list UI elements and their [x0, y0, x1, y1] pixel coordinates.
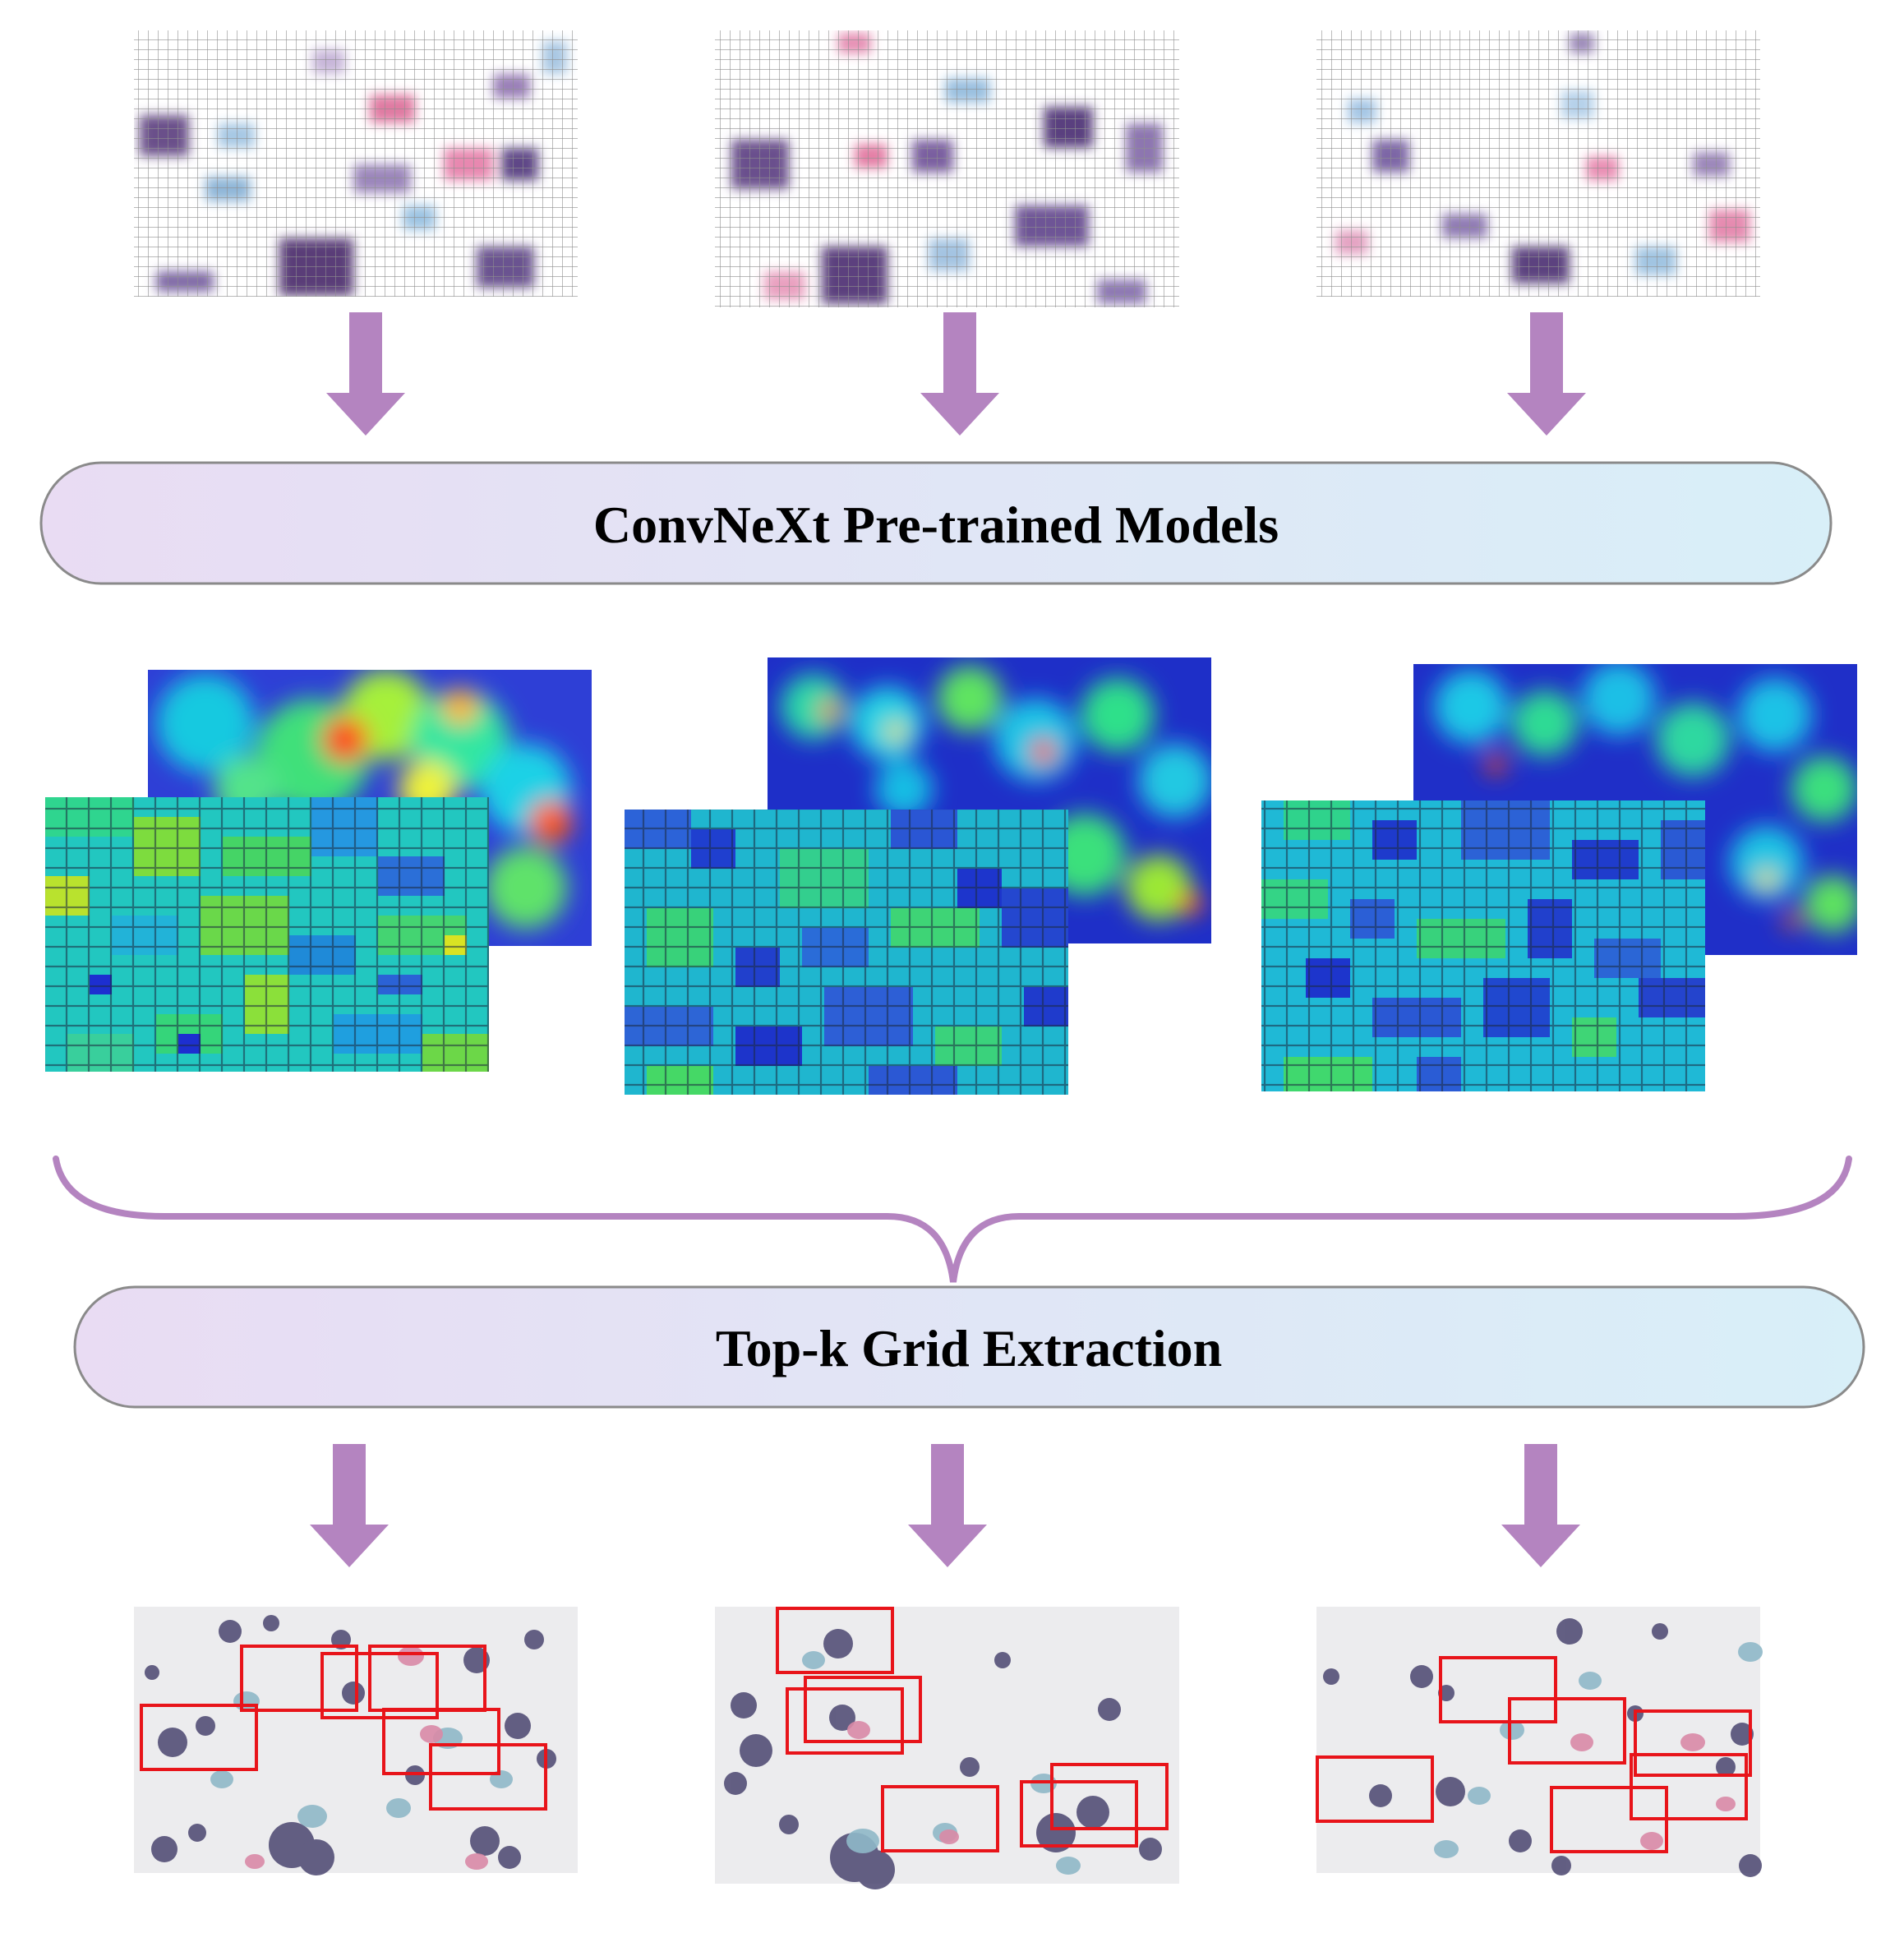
convnext-stage-box: ConvNeXt Pre-trained Models [39, 461, 1833, 585]
result-slide-3 [1316, 1607, 1763, 1877]
heatmap-pair-1 [45, 670, 592, 1072]
topk-box [1439, 1656, 1557, 1723]
arrow-down-icon [326, 312, 405, 436]
slide-thumbnail-2 [715, 30, 1179, 307]
topk-box [320, 1652, 439, 1719]
arrow-down-icon [1507, 312, 1586, 436]
topk-box [240, 1645, 358, 1712]
topk-box [881, 1785, 999, 1852]
merge-brace [53, 1156, 1852, 1283]
topk-box [786, 1687, 904, 1755]
result-slide-1 [134, 1607, 578, 1875]
topk-box [382, 1708, 500, 1775]
slide-thumbnail-1 [134, 30, 578, 297]
heatmap-pair-2 [625, 657, 1211, 1095]
result-slide-2 [715, 1607, 1179, 1889]
arrow-down-icon [310, 1444, 389, 1567]
grid-score-map-1 [45, 797, 489, 1072]
arrow-down-icon [1501, 1444, 1580, 1567]
topk-box [776, 1607, 894, 1674]
grid-score-map-3 [1261, 800, 1705, 1091]
arrow-down-icon [920, 312, 999, 436]
topk-box [1050, 1763, 1169, 1830]
topk-box [1634, 1709, 1752, 1777]
topk-stage-box: Top-k Grid Extraction [73, 1285, 1865, 1409]
topk-box [1316, 1755, 1434, 1823]
topk-box [429, 1743, 547, 1811]
topk-box [1550, 1786, 1668, 1853]
topk-box [1508, 1697, 1626, 1765]
heatmap-pair-3 [1261, 664, 1857, 1091]
topk-box [1020, 1780, 1138, 1848]
convnext-stage-label: ConvNeXt Pre-trained Models [593, 496, 1279, 554]
arrow-down-icon [908, 1444, 987, 1567]
topk-box [804, 1676, 922, 1743]
topk-stage-label: Top-k Grid Extraction [716, 1319, 1222, 1377]
topk-box [140, 1704, 258, 1771]
slide-thumbnail-3 [1316, 30, 1760, 297]
grid-score-map-2 [625, 810, 1068, 1095]
